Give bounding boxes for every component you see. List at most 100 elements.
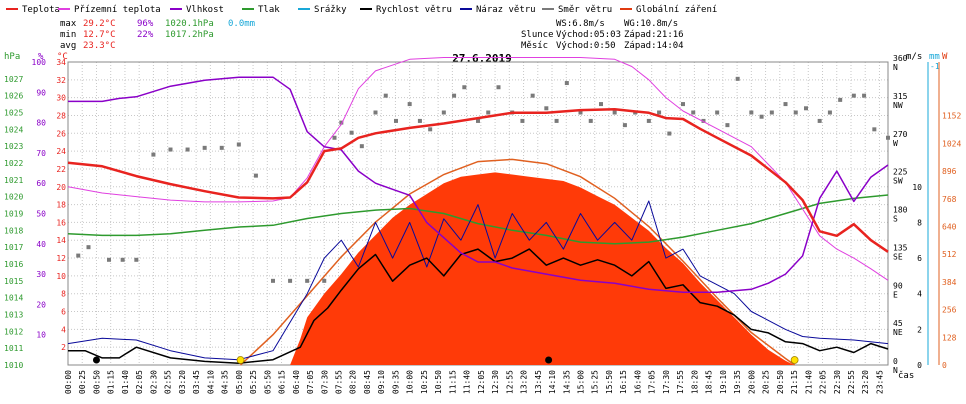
y-tick-dir-deg: 180 bbox=[893, 206, 908, 215]
wind-dir-point bbox=[332, 135, 337, 140]
wind-dir-point bbox=[373, 110, 378, 115]
y-tick-dir-deg: 90 bbox=[893, 281, 903, 290]
y-tick-pressure: 1022 bbox=[4, 159, 23, 168]
wind-dir-point bbox=[827, 110, 832, 115]
y-tick-temp: 24 bbox=[56, 147, 66, 156]
stat-max-label: max bbox=[60, 19, 77, 29]
wind-dir-point bbox=[872, 127, 877, 132]
plot-area: 00:00 00:25 00:50 01:15 01:40 02:05 02:30 02:55… bbox=[4, 54, 961, 394]
x-tick-label: 19:35 bbox=[733, 370, 742, 394]
y-tick-humidity: 80 bbox=[36, 119, 46, 128]
wind-dir-point bbox=[236, 142, 241, 147]
wind-dir-point bbox=[394, 118, 398, 123]
unit-ms: m/s bbox=[906, 52, 922, 62]
wind-dir-point bbox=[838, 97, 843, 102]
x-tick-label: 21:40 bbox=[804, 370, 813, 394]
wind-dir-point bbox=[681, 102, 685, 107]
wind-dir-point bbox=[612, 110, 617, 115]
y-tick-radiation: 256 bbox=[942, 306, 957, 315]
wind-dir-point bbox=[793, 110, 798, 115]
sunrise-marker bbox=[236, 356, 245, 364]
stat-min-temp: 12.7°C bbox=[83, 30, 116, 40]
wind-dir-point bbox=[735, 76, 740, 81]
wind-dir-point bbox=[134, 257, 139, 262]
wind-dir-point bbox=[817, 118, 822, 123]
y-tick-dir-deg: 0 bbox=[893, 357, 898, 366]
stat-min-label: min bbox=[60, 30, 76, 40]
y-tick-radiation: 1024 bbox=[942, 139, 961, 148]
x-tick-label: 02:05 bbox=[135, 370, 144, 394]
wind-dir-point bbox=[544, 106, 549, 111]
stat-max-temp: 29.2°C bbox=[83, 19, 116, 29]
y-tick-pressure: 1027 bbox=[4, 75, 23, 84]
y-tick-pressure: 1024 bbox=[4, 125, 23, 134]
wind-dir-point bbox=[407, 102, 412, 107]
unit-degc: °C bbox=[57, 52, 68, 62]
y-tick-radiation: 384 bbox=[942, 278, 957, 287]
y-tick-humidity: 50 bbox=[36, 210, 46, 219]
wind-dir-point bbox=[564, 81, 569, 86]
y-tick-temp: 26 bbox=[56, 129, 66, 138]
unit-mm: mm bbox=[929, 52, 940, 62]
x-tick-label: 07:05 bbox=[306, 370, 315, 394]
wind-dir-point bbox=[86, 245, 91, 250]
wind-dir-point bbox=[599, 102, 603, 107]
stat-avg-temp: 23.3°C bbox=[83, 41, 116, 51]
wind-dir-point bbox=[383, 93, 388, 98]
x-tick-label: 11:40 bbox=[463, 370, 472, 394]
legend-label: Srážky bbox=[314, 5, 347, 15]
y-tick-dir-label: E bbox=[893, 290, 898, 299]
radiation-area bbox=[68, 172, 888, 365]
y-tick-wind: 6 bbox=[917, 254, 922, 263]
wind-dir-point bbox=[462, 85, 467, 90]
y-tick-temp: 18 bbox=[56, 201, 66, 210]
unit-hpa: hPa bbox=[4, 52, 20, 62]
wind-dir-point bbox=[219, 145, 224, 150]
y-tick-dir-deg: 225 bbox=[893, 168, 908, 177]
wind-dir-point bbox=[288, 278, 293, 283]
humidity-line bbox=[68, 76, 889, 294]
x-tick-label: 13:45 bbox=[534, 370, 543, 394]
y-tick-wind: 2 bbox=[917, 325, 922, 334]
wind-dir-point bbox=[588, 118, 593, 123]
wind-dir-point bbox=[486, 110, 491, 115]
moon-set: Západ:14:04 bbox=[624, 41, 684, 51]
y-tick-pressure: 1018 bbox=[4, 226, 23, 235]
x-tick-label: 20:25 bbox=[762, 370, 771, 394]
wind-dir-point bbox=[691, 110, 696, 115]
x-tick-label: 22:05 bbox=[819, 370, 828, 394]
y-tick-pressure: 1021 bbox=[4, 176, 23, 185]
y-tick-radiation: 512 bbox=[942, 250, 957, 259]
wind-dir-point bbox=[107, 257, 111, 262]
x-tick-label: 15:50 bbox=[605, 370, 614, 394]
wind-dir-point bbox=[749, 110, 754, 115]
wind-dir-point bbox=[441, 110, 446, 115]
x-tick-label: 13:20 bbox=[520, 370, 529, 394]
unit-w: W bbox=[942, 52, 948, 62]
legend-label: Vlhkost bbox=[186, 5, 224, 15]
y-tick-dir-deg: 315 bbox=[893, 92, 908, 101]
temperature-line bbox=[67, 107, 889, 253]
x-tick-label: 15:00 bbox=[577, 370, 586, 394]
y-tick-temp: 8 bbox=[61, 290, 66, 299]
y-tick-dir-label: N bbox=[893, 366, 898, 375]
gust-line bbox=[67, 200, 889, 361]
wind-dir-point bbox=[120, 257, 125, 262]
wind-dir-point bbox=[804, 106, 808, 111]
moonset-marker bbox=[545, 356, 553, 364]
pressure-line bbox=[67, 194, 889, 245]
moon-rise: Východ:0:50 bbox=[556, 41, 616, 51]
y-tick-pressure: 1019 bbox=[4, 210, 23, 219]
x-tick-label: 22:55 bbox=[847, 370, 856, 394]
wind-dir-point bbox=[851, 93, 856, 98]
x-tick-label: 17:05 bbox=[648, 370, 657, 394]
y-tick-pressure: 1013 bbox=[4, 311, 23, 320]
y-tick-temp: 4 bbox=[61, 325, 66, 334]
wind-dir-point bbox=[452, 93, 457, 98]
sun-set: Západ:21:16 bbox=[624, 30, 684, 40]
wind-dir-point bbox=[725, 123, 730, 128]
x-tick-label: 07:30 bbox=[320, 370, 329, 394]
x-tick-label: 00:50 bbox=[92, 370, 101, 394]
x-tick-label: 10:50 bbox=[434, 370, 443, 394]
x-tick-label: 08:20 bbox=[349, 370, 358, 394]
